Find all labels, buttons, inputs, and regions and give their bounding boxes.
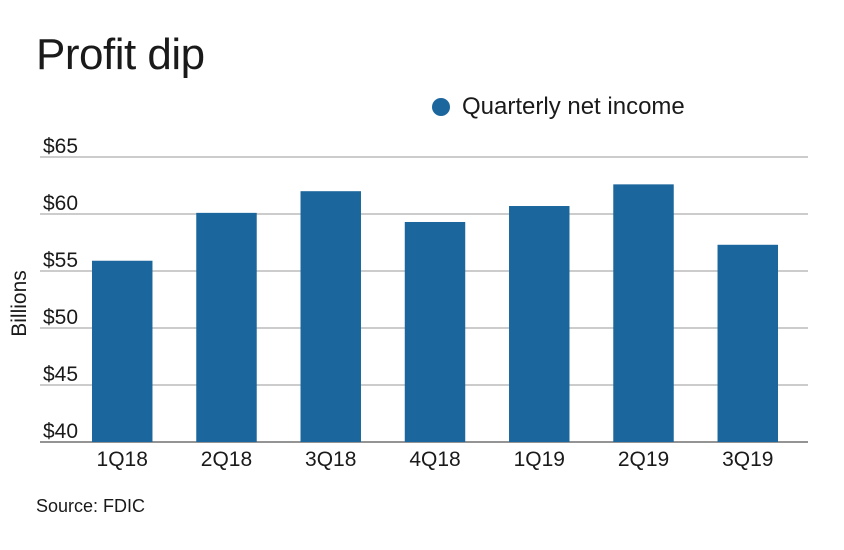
bar [717, 244, 778, 442]
y-tick-label: $55 [43, 249, 78, 272]
bar [196, 212, 257, 442]
y-tick-label: $40 [43, 420, 78, 443]
y-tick-label: $60 [43, 192, 78, 215]
y-tick-label: $65 [43, 135, 78, 158]
bar [404, 221, 466, 442]
x-tick-label: 2Q18 [201, 448, 252, 471]
x-tick-label: 1Q18 [97, 448, 148, 471]
y-tick-label: $50 [43, 306, 78, 329]
legend-marker-dot [432, 98, 450, 116]
bar [613, 184, 674, 443]
legend-label: Quarterly net income [462, 93, 685, 120]
source-note: Source: FDIC [36, 496, 146, 516]
x-tick-label: 2Q19 [618, 448, 669, 471]
x-tick-label: 4Q18 [409, 448, 460, 471]
bar [509, 206, 570, 442]
x-tick-label: 3Q19 [722, 448, 773, 471]
x-tick-label: 3Q18 [305, 448, 356, 471]
bar [300, 191, 361, 442]
bar [92, 260, 153, 442]
chart-title: Profit dip [36, 30, 205, 79]
x-tick-label: 1Q19 [514, 448, 565, 471]
y-axis-label: Billions [8, 270, 31, 337]
y-tick-label: $45 [43, 363, 78, 386]
legend: Quarterly net income [432, 93, 685, 121]
